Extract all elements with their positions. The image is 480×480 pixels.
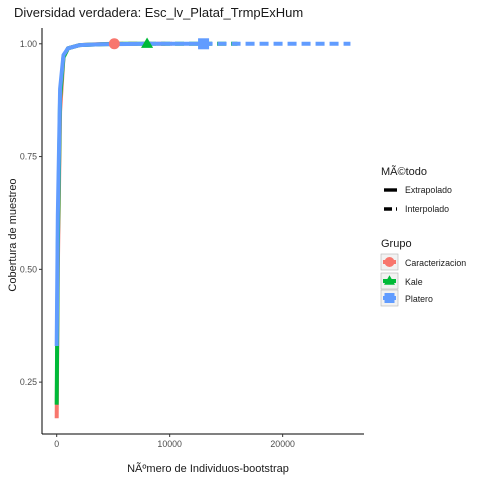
legend-key-marker-caracterizacion (384, 257, 395, 267)
x-tick-label: 0 (54, 439, 59, 449)
legend-label-kale: Kale (405, 277, 423, 287)
x-axis: 0 10000 20000 (42, 433, 364, 449)
legend-grupo: Grupo Caracterizacion Kale Platero (380, 238, 466, 307)
series-platero-interpolated (54, 41, 204, 347)
legend-grupo-title: Grupo (381, 238, 412, 250)
point-platero-observed (198, 38, 210, 50)
legend-label-caracterizacion: Caracterizacion (405, 258, 466, 268)
x-tick-label: 10000 (157, 439, 182, 449)
legend-label-platero: Platero (405, 294, 433, 304)
point-caracterizacion-observed (108, 38, 120, 50)
legend-metodo-title: MÃ©todo (381, 165, 427, 178)
y-axis: 0.25 0.50 0.75 1.00 (20, 28, 43, 434)
point-kale-observed (141, 37, 154, 48)
legend-grupo-keys (380, 253, 399, 307)
x-tick-label: 20000 (270, 439, 295, 449)
plot-area (54, 37, 351, 419)
y-tick-label: 0.75 (20, 152, 37, 162)
x-axis-title: NÃºmero de Individuos-bootstrap (127, 462, 289, 475)
y-axis-title: Cobertura de muestreo (7, 178, 19, 291)
y-tick-label: 0.50 (20, 264, 37, 274)
y-tick-label: 1.00 (20, 39, 37, 49)
legend-label-interpolado: Interpolado (405, 204, 449, 214)
legend-key-marker-platero (384, 293, 395, 303)
legend-key-marker-kale (384, 275, 395, 285)
y-tick-label: 0.25 (20, 377, 37, 387)
chart-title: Diversidad verdadera: Esc_lv_Plataf_Trmp… (14, 5, 303, 20)
legend-label-extrapolado: Extrapolado (405, 185, 452, 195)
legend-metodo: MÃ©todo Extrapolado Interpolado (381, 165, 452, 214)
